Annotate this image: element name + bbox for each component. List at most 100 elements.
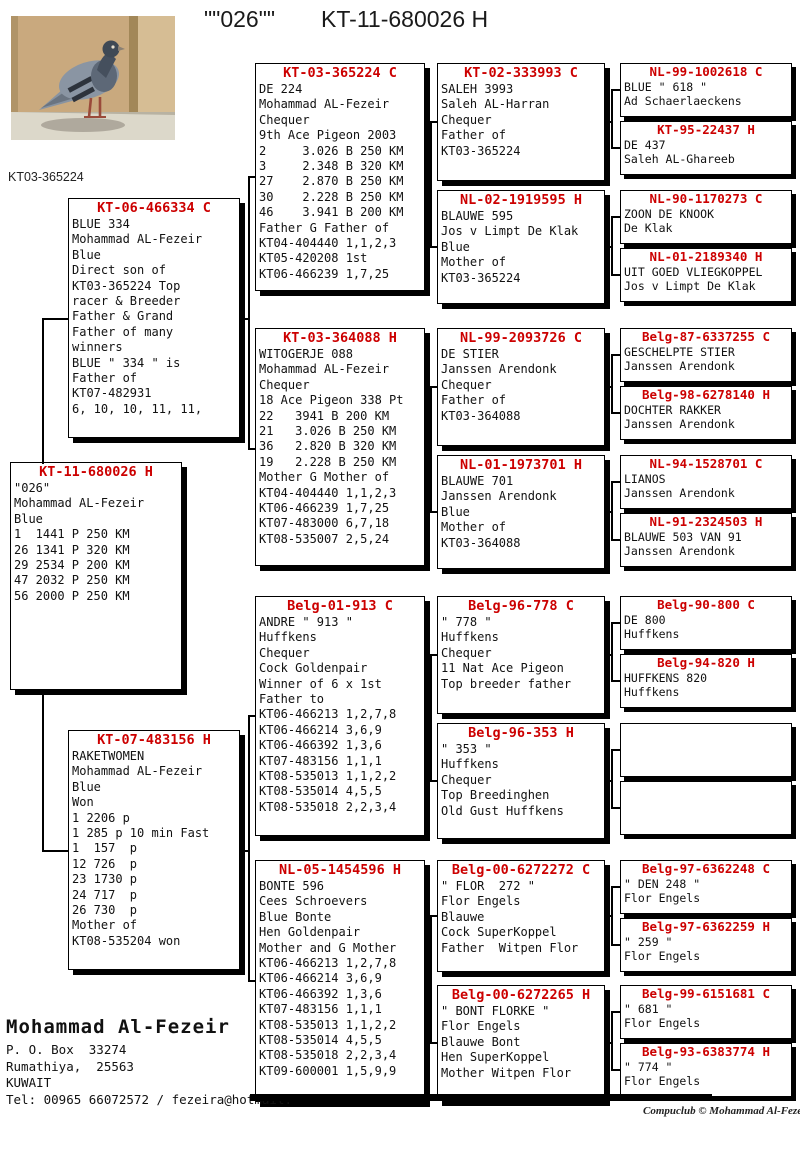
connector-line (426, 715, 432, 717)
ring-number: NL-91-2324503 H (649, 514, 763, 529)
pigeon-details: DE 800 Huffkens (624, 613, 680, 641)
connector-line (613, 412, 620, 414)
ring-number: NL-01-1973701 H (460, 457, 582, 473)
pigeon-details: LIANOS Janssen Arendonk (624, 472, 735, 500)
connector-line (613, 807, 620, 809)
pigeon-details: DE STIER Janssen Arendonk Chequer Father… (441, 347, 557, 423)
connector-line (248, 715, 250, 982)
connector-line (42, 318, 44, 464)
connector-line (606, 511, 612, 513)
connector-line (432, 654, 437, 656)
connector-line (250, 715, 255, 717)
connector-line (613, 886, 620, 888)
connector-line (613, 622, 620, 624)
connector-line (432, 780, 437, 782)
owner-address-line2: Rumathiya, 25563 (6, 1058, 134, 1074)
connector-line (432, 121, 437, 123)
ring-number: Belg-94-820 H (657, 655, 755, 670)
connector-line (430, 654, 432, 782)
ring-number: Belg-97-6362259 H (642, 919, 770, 934)
connector-line (611, 216, 613, 276)
ring-number: NL-90-1170273 C (649, 191, 763, 206)
connector-line (42, 850, 68, 852)
pedigree-box-gen3-1: NL-02-1919595 H BLAUWE 595 Jos v Limpt D… (437, 190, 605, 304)
connector-line (613, 216, 620, 218)
pigeon-details: BONTE 596 Cees Schroevers Blue Bonte Hen… (259, 879, 397, 1078)
ring-number: NL-94-1528701 C (649, 456, 763, 471)
connector-line (613, 354, 620, 356)
connector-line (42, 690, 44, 852)
connector-line (606, 1042, 612, 1044)
connector-line (241, 850, 250, 852)
pedigree-box-gen4-7: NL-91-2324503 H BLAUWE 503 VAN 91 Jansse… (620, 513, 792, 567)
connector-line (606, 654, 612, 656)
connector-line (606, 915, 612, 917)
pigeon-details: DE 437 Saleh AL-Ghareeb (624, 138, 735, 166)
connector-line (250, 448, 255, 450)
connector-line (606, 121, 612, 123)
pedigree-box-gen2-1: KT-03-364088 H WITOGERJE 088 Mohammad AL… (255, 328, 425, 566)
ring-number: KT-11-680026 H (39, 464, 153, 480)
pedigree-box-gen4-10-empty (620, 723, 792, 777)
connector-line (430, 386, 432, 513)
ring-number: NL-02-1919595 H (460, 192, 582, 208)
ring-number: Belg-00-6272272 C (451, 862, 591, 878)
pedigree-box-gen4-5: Belg-98-6278140 H DOCHTER RAKKER Janssen… (620, 386, 792, 440)
pedigree-box-gen4-13: Belg-97-6362259 H " 259 " Flor Engels (620, 918, 792, 972)
pigeon-details: BLAUWE 595 Jos v Limpt De Klak Blue Moth… (441, 209, 579, 285)
pedigree-box-subject: KT-11-680026 H "026" Mohammad AL-Fezeir … (10, 462, 182, 690)
connector-line (432, 915, 437, 917)
pigeon-details: " 778 " Huffkens Chequer 11 Nat Ace Pige… (441, 615, 572, 691)
connector-line (606, 246, 612, 248)
pigeon-details: UIT GOED VLIEGKOPPEL Jos v Limpt De Klak (624, 265, 763, 293)
connector-line (430, 915, 432, 1044)
connector-line (430, 121, 432, 248)
ring-number: Belg-96-778 C (468, 598, 574, 614)
pedigree-box-gen4-9: Belg-94-820 H HUFFKENS 820 Huffkens (620, 654, 792, 708)
ring-number: NL-05-1454596 H (279, 862, 401, 878)
pedigree-box-gen3-7: Belg-00-6272265 H " BONT FLORKE " Flor E… (437, 985, 605, 1101)
pedigree-box-gen4-0: NL-99-1002618 C BLUE " 618 " Ad Schaerla… (620, 63, 792, 117)
pigeon-details: DE 224 Mohammad AL-Fezeir Chequer 9th Ac… (259, 82, 404, 281)
pedigree-box-gen4-8: Belg-90-800 C DE 800 Huffkens (620, 596, 792, 650)
connector-line (432, 246, 437, 248)
pedigree-box-gen2-0: KT-03-365224 C DE 224 Mohammad AL-Fezeir… (255, 63, 425, 291)
ring-number: KT-06-466334 C (97, 200, 211, 216)
pigeon-details: RAKETWOMEN Mohammad AL-Fezeir Blue Won 1… (72, 749, 210, 948)
pigeon-details: " 681 " Flor Engels (624, 1002, 701, 1030)
photo-label: KT03-365224 (8, 170, 84, 184)
pedigree-box-gen4-2: NL-90-1170273 C ZOON DE KNOOK De Klak (620, 190, 792, 244)
pedigree-box-gen4-3: NL-01-2189340 H UIT GOED VLIEGKOPPEL Jos… (620, 248, 792, 302)
pigeon-details: " BONT FLORKE " Flor Engels Blauwe Bont … (441, 1004, 572, 1080)
connector-line (42, 318, 68, 320)
pedigree-box-gen3-3: NL-01-1973701 H BLAUWE 701 Janssen Arend… (437, 455, 605, 569)
pedigree-box-gen4-14: Belg-99-6151681 C " 681 " Flor Engels (620, 985, 792, 1039)
footer-credit: Compuclub © Mohammad Al-Fezeir (643, 1105, 800, 1117)
pigeon-details: " FLOR 272 " Flor Engels Blauwe Cock Sup… (441, 879, 579, 955)
pigeon-details: GESCHELPTE STIER Janssen Arendonk (624, 345, 735, 373)
connector-line (432, 1042, 437, 1044)
pedigree-box-gen4-15: Belg-93-6383774 H " 774 " Flor Engels (620, 1043, 792, 1097)
connector-line (611, 886, 613, 946)
pigeon-details: HUFFKENS 820 Huffkens (624, 671, 708, 699)
ring-number: Belg-01-913 C (287, 598, 393, 614)
pedigree-box-gen3-6: Belg-00-6272272 C " FLOR 272 " Flor Enge… (437, 860, 605, 972)
pedigree-box-gen3-4: Belg-96-778 C " 778 " Huffkens Chequer 1… (437, 596, 605, 714)
connector-line (248, 176, 250, 450)
pedigree-box-gen4-12: Belg-97-6362248 C " DEN 248 " Flor Engel… (620, 860, 792, 914)
pedigree-box-gen3-0: KT-02-333993 C SALEH 3993 Saleh AL-Harra… (437, 63, 605, 181)
ring-number: KT-95-22437 H (657, 122, 755, 137)
pedigree-box-gen2-3: NL-05-1454596 H BONTE 596 Cees Schroever… (255, 860, 425, 1102)
pedigree-box-gen4-1: KT-95-22437 H DE 437 Saleh AL-Ghareeb (620, 121, 792, 175)
connector-line (606, 386, 612, 388)
connector-line (613, 147, 620, 149)
pedigree-box-gen4-11-empty (620, 781, 792, 835)
pigeon-details: DOCHTER RAKKER Janssen Arendonk (624, 403, 735, 431)
connector-line (613, 481, 620, 483)
pigeon-details: "026" Mohammad AL-Fezeir Blue 1 1441 P 2… (14, 481, 145, 603)
ring-number: Belg-93-6383774 H (642, 1044, 770, 1059)
connector-line (432, 511, 437, 513)
pigeon-details: BLAUWE 701 Janssen Arendonk Blue Mother … (441, 474, 557, 550)
connector-line (611, 749, 613, 809)
